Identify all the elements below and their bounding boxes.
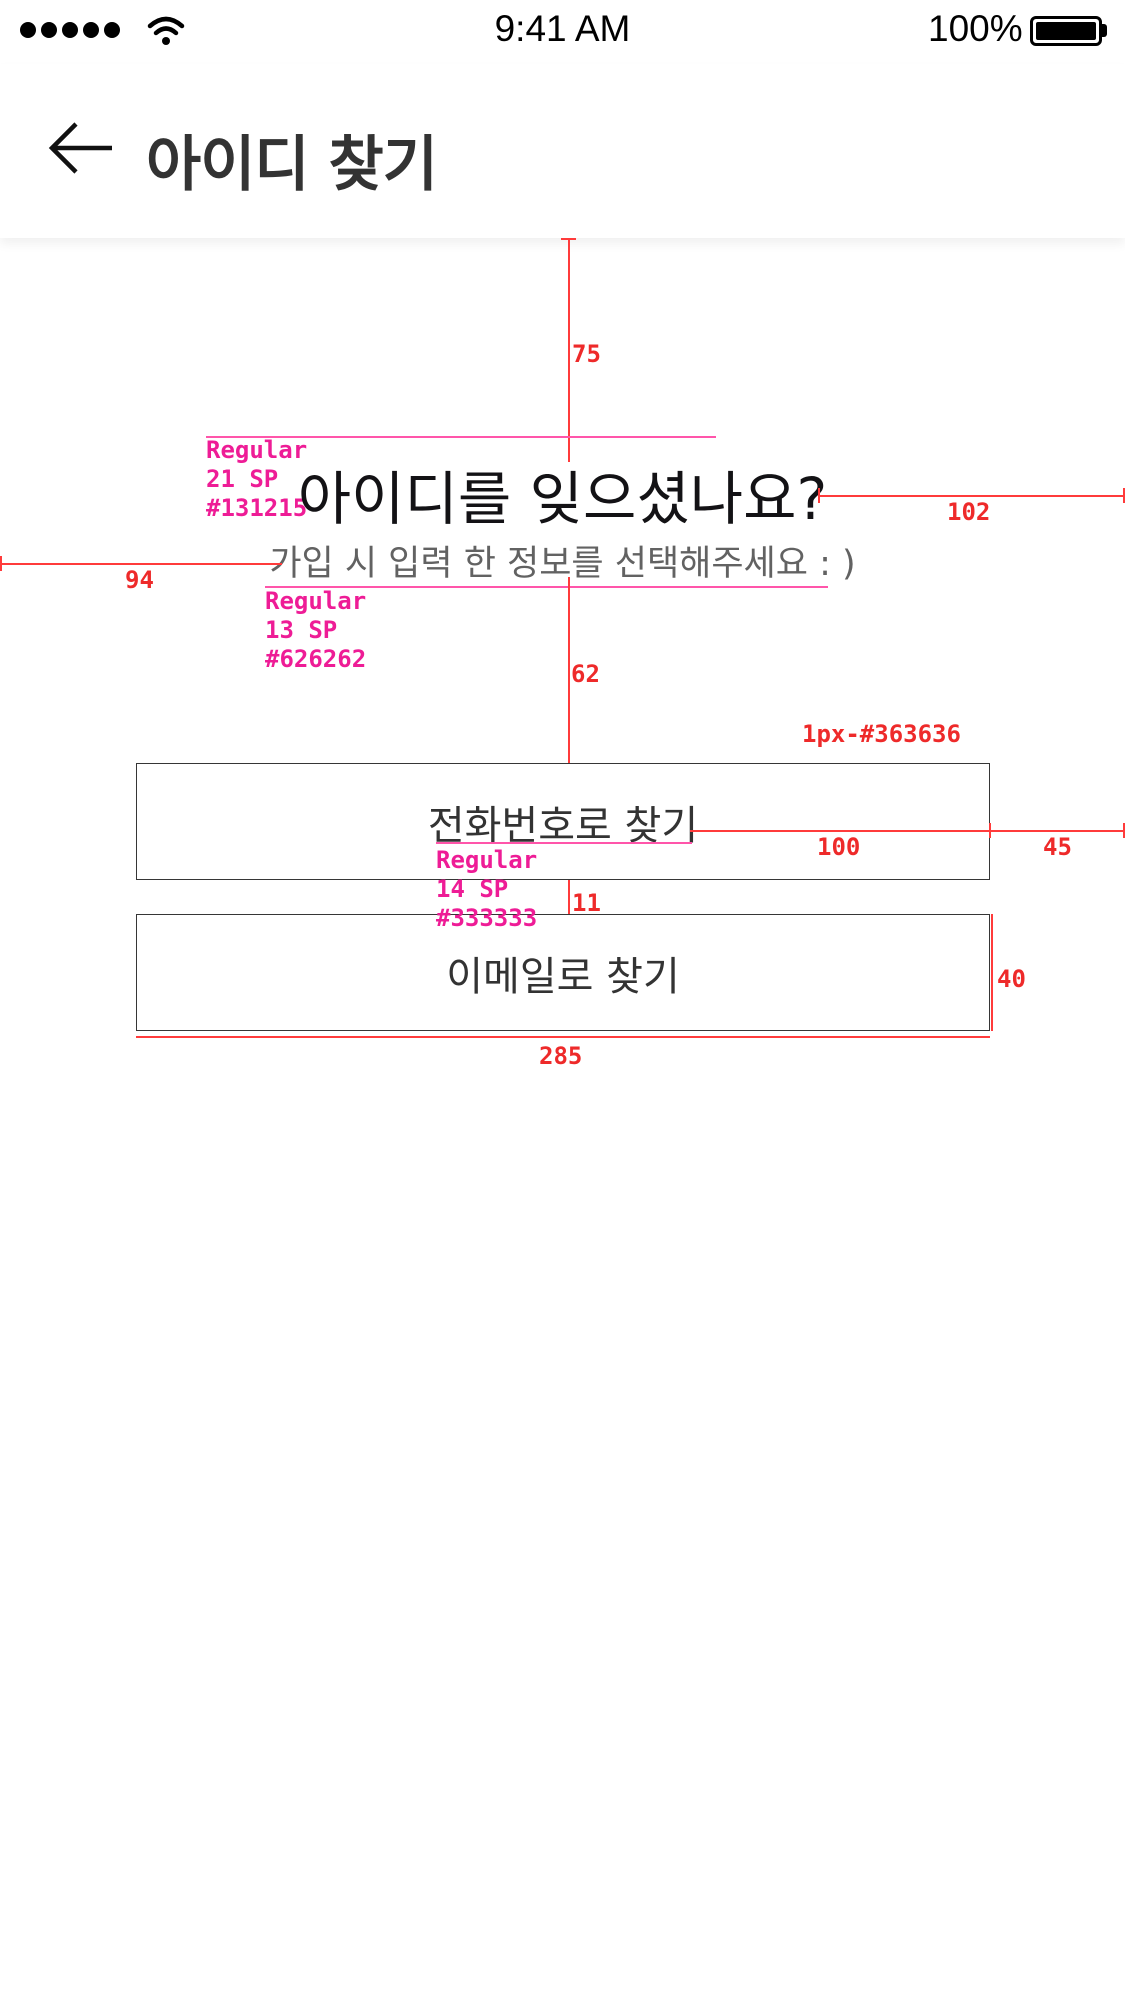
spec-gap-subtitle: 62 <box>571 660 600 688</box>
spec-line-subtitle-left <box>0 563 282 565</box>
spec-gap-top: 75 <box>572 340 601 368</box>
spec-tick <box>1123 488 1125 503</box>
spec-button-font: Regular 14 SP #333333 <box>436 846 538 932</box>
battery-tip <box>1102 24 1107 37</box>
signal-dots-icon <box>20 22 120 40</box>
arrow-left-icon[interactable] <box>46 118 118 178</box>
spec-border: 1px-#363636 <box>802 720 961 748</box>
page-title: 아이디 찾기 <box>146 130 438 200</box>
spec-line-gap-top <box>568 238 570 462</box>
spec-gap-buttons: 11 <box>572 889 601 917</box>
battery-percent: 100% <box>928 8 1023 49</box>
spec-guide <box>206 436 716 438</box>
spec-line-gap-subtitle <box>568 577 570 763</box>
status-time: 9:41 AM <box>494 8 631 49</box>
spec-tick <box>989 823 991 838</box>
spec-line-button-height <box>991 914 993 1031</box>
spec-tick <box>1123 823 1125 838</box>
spec-guide <box>436 842 692 844</box>
spec-button-height: 40 <box>997 965 1026 993</box>
find-by-phone-button[interactable]: 전화번호로 찾기 <box>136 763 990 880</box>
spec-tick <box>0 556 2 571</box>
headline: 아이디를 잊으셨나요? <box>297 465 828 533</box>
spec-button-right: 45 <box>1043 833 1072 861</box>
spec-tick <box>818 488 820 503</box>
wifi-icon <box>147 16 185 45</box>
spec-line-button-right <box>690 830 1125 832</box>
spec-label-right: 100 <box>817 833 861 861</box>
spec-guide <box>265 586 828 588</box>
spec-line-headline-right <box>818 495 1125 497</box>
spec-line-gap-buttons <box>568 880 570 914</box>
spec-tick <box>561 238 576 240</box>
find-by-email-button[interactable]: 이메일로 찾기 <box>136 914 990 1031</box>
battery-icon <box>1030 16 1102 46</box>
subtitle: 가입 시 입력 한 정보를 선택해주세요 : ) <box>269 544 856 584</box>
spec-line-button-width <box>136 1036 990 1038</box>
spec-subtitle-font: Regular 13 SP #626262 <box>265 587 367 673</box>
spec-headline-font: Regular 21 SP #131215 <box>206 436 308 522</box>
app-bar <box>0 64 1125 238</box>
spec-headline-right: 102 <box>947 498 991 526</box>
spec-subtitle-left: 94 <box>125 566 154 594</box>
spec-button-width: 285 <box>539 1042 583 1070</box>
